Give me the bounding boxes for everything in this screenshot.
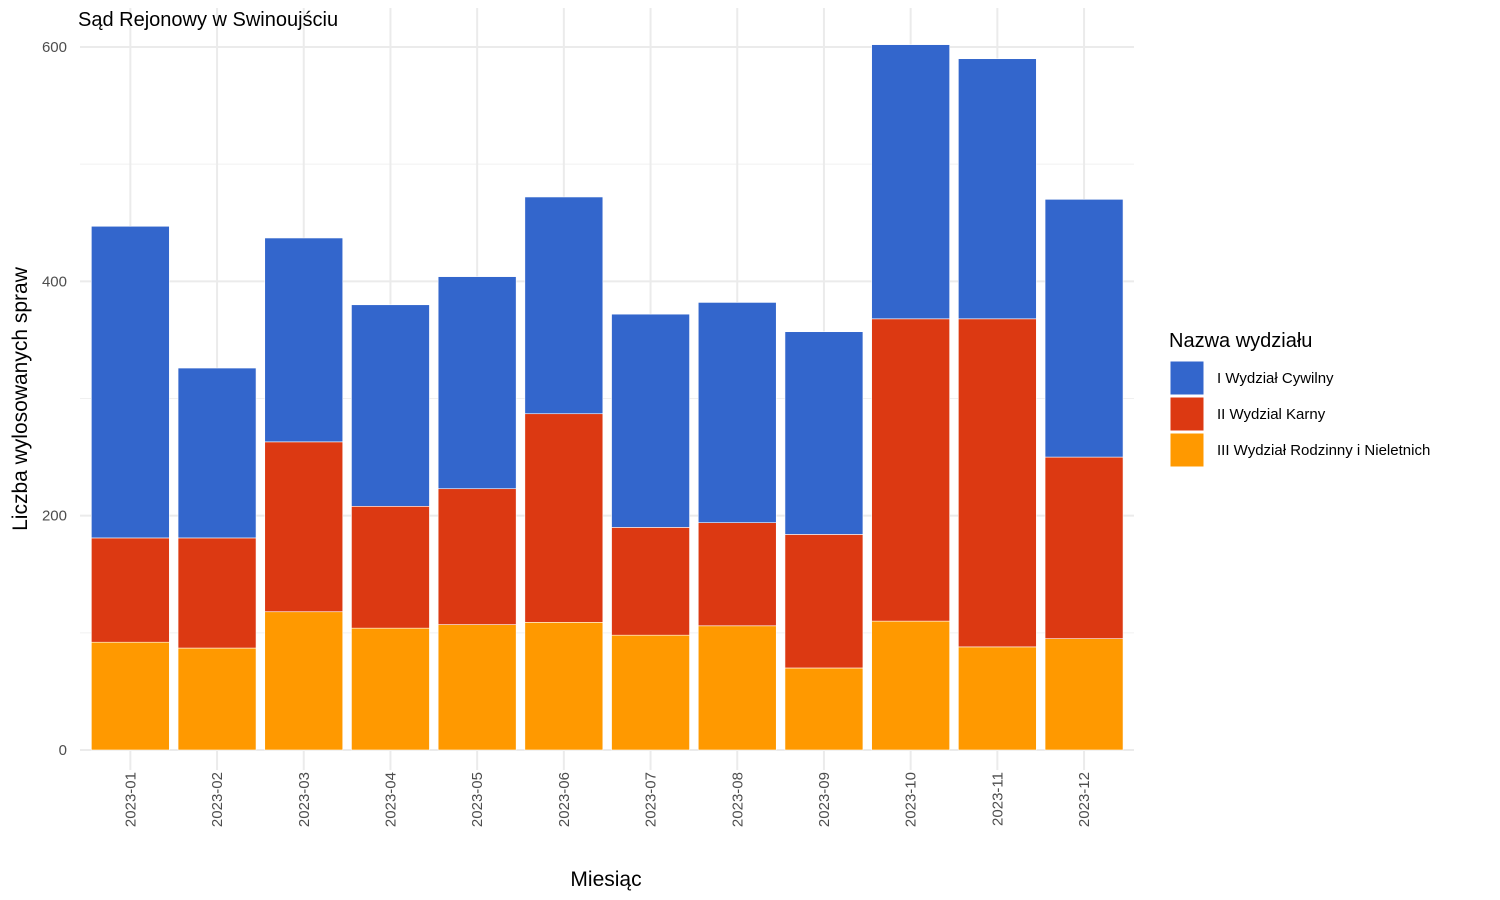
legend-swatch <box>1169 432 1205 468</box>
bars <box>91 44 1124 751</box>
bar-segment <box>871 318 950 622</box>
bar-segment <box>91 641 170 751</box>
bar-segment <box>524 413 604 623</box>
bar-segment <box>351 304 430 507</box>
x-tick-label: 2023-09 <box>816 772 833 827</box>
bar-segment <box>871 620 950 751</box>
y-tick-label: 0 <box>59 742 67 759</box>
x-tick-label: 2023-04 <box>382 772 399 827</box>
bar-segment <box>264 237 344 443</box>
axes: 0 200 400 600 2023-01 2023-02 2023-03 2023-04 20… <box>42 39 1093 827</box>
x-tick-label: 2023-05 <box>469 772 486 827</box>
bar-segment <box>958 318 1037 648</box>
bar-segment <box>177 537 257 649</box>
y-axis-title: Liczba wylosowanych spraw <box>9 266 32 531</box>
bar-segment <box>437 276 517 490</box>
chart-title: Sąd Rejonowy w Swinoujściu <box>78 9 338 31</box>
bar-segment <box>437 624 517 751</box>
bar-segment <box>91 225 170 539</box>
bar-segment <box>91 537 170 643</box>
x-tick-label: 2023-01 <box>122 772 139 827</box>
legend-label: II Wydzial Karny <box>1217 406 1326 423</box>
x-tick-label: 2023-06 <box>556 772 573 827</box>
bar-segment <box>611 634 690 751</box>
bar-segment <box>958 646 1037 751</box>
x-tick-label: 2023-03 <box>296 772 313 827</box>
legend-label: I Wydział Cywilny <box>1217 370 1334 387</box>
bar-segment <box>1044 638 1124 751</box>
x-tick-label: 2023-11 <box>989 772 1006 826</box>
bar-segment <box>264 441 344 613</box>
bar-segment <box>351 627 430 751</box>
x-tick-label: 2023-10 <box>903 772 920 827</box>
bar-segment <box>611 527 690 636</box>
legend-swatch <box>1169 396 1205 432</box>
bar-segment <box>524 196 604 415</box>
bar-segment <box>697 522 777 627</box>
bar-segment <box>1044 199 1124 458</box>
bar-segment <box>611 313 690 528</box>
y-tick-label: 200 <box>42 508 67 525</box>
bar-segment <box>697 625 777 751</box>
x-tick-label: 2023-02 <box>209 772 226 827</box>
bar-segment <box>697 302 777 523</box>
legend: Nazwa wydziału I Wydział Cywilny II Wydzi… <box>1169 330 1430 468</box>
x-tick-label: 2023-07 <box>643 772 660 827</box>
legend-items: I Wydział Cywilny II Wydzial Karny III Wyd… <box>1169 360 1430 468</box>
bar-segment <box>177 367 257 539</box>
bar-segment <box>1044 456 1124 639</box>
bar-segment <box>351 505 430 629</box>
bar-segment <box>784 534 864 669</box>
bar-segment <box>784 331 864 535</box>
bar-segment <box>784 667 864 751</box>
y-tick-label: 400 <box>42 273 67 290</box>
bar-segment <box>958 58 1037 320</box>
bar-segment <box>437 488 517 625</box>
x-tick-label: 2023-08 <box>729 772 746 827</box>
x-tick-label: 2023-12 <box>1076 772 1093 827</box>
legend-swatch <box>1169 360 1205 396</box>
bar-segment <box>871 44 950 320</box>
x-axis-title: Miesiąc <box>570 868 641 891</box>
y-tick-label: 600 <box>42 39 67 56</box>
bar-segment <box>177 647 257 751</box>
legend-label: III Wydział Rodzinny i Nieletnich <box>1217 442 1430 459</box>
bar-segment <box>264 611 344 751</box>
legend-title: Nazwa wydziału <box>1169 330 1312 352</box>
bar-segment <box>524 621 604 751</box>
